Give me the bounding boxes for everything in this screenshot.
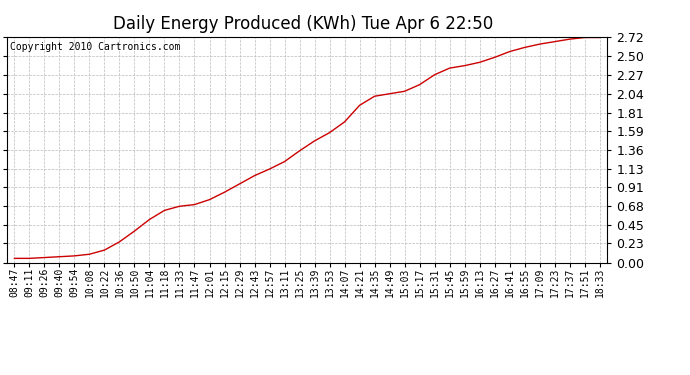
Text: Copyright 2010 Cartronics.com: Copyright 2010 Cartronics.com (10, 42, 180, 52)
Text: Daily Energy Produced (KWh) Tue Apr 6 22:50: Daily Energy Produced (KWh) Tue Apr 6 22… (113, 15, 494, 33)
